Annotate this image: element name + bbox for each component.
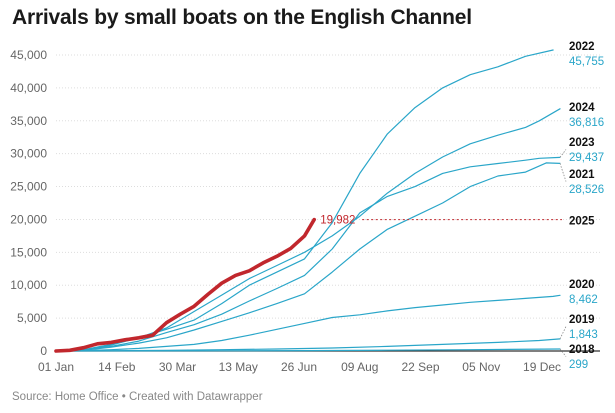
label-connector bbox=[559, 326, 567, 340]
series-final-value: 45,755 bbox=[569, 56, 604, 68]
series-year-label: 2024 bbox=[569, 102, 595, 114]
series-year-label: 2020 bbox=[569, 279, 595, 291]
x-tick-label: 30 Mar bbox=[159, 360, 196, 374]
y-tick-label: 40,000 bbox=[10, 81, 47, 95]
gridlines: 0 5,000 10,000 15,000 20,000 25,000 30,000 35,0… bbox=[10, 48, 600, 358]
y-tick-label: 0 bbox=[40, 344, 47, 358]
label-connector bbox=[559, 163, 567, 182]
x-tick-label: 22 Sep bbox=[402, 360, 440, 374]
x-tick-label: 19 Dec bbox=[523, 360, 561, 374]
y-tick-label: 20,000 bbox=[10, 212, 47, 226]
source-note: Source: Home Office • Created with Dataw… bbox=[12, 391, 263, 403]
series-lines bbox=[54, 49, 561, 353]
y-tick-label: 25,000 bbox=[10, 180, 47, 194]
y-tick-label: 35,000 bbox=[10, 114, 47, 128]
series-line-2021 bbox=[55, 162, 561, 352]
series-line-2025 bbox=[54, 217, 316, 353]
x-tick-label: 05 Nov bbox=[462, 360, 500, 374]
x-axis: 01 Jan 14 Feb 30 Mar 13 May 26 Jun 09 Aug 22 S… bbox=[38, 360, 561, 374]
series-final-value: 36,816 bbox=[569, 117, 604, 129]
series-line-2023 bbox=[55, 156, 561, 352]
y-tick-label: 30,000 bbox=[10, 147, 47, 161]
label-connector bbox=[559, 348, 567, 357]
series-year-label: 2019 bbox=[569, 314, 595, 326]
series-final-value: 1,843 bbox=[569, 329, 598, 341]
series-labels: 2018 299 2019 1,843 2020 8,462 2021 28,526 2022 4… bbox=[320, 41, 604, 371]
y-tick-label: 45,000 bbox=[10, 48, 47, 62]
series-final-value: 19,982 bbox=[320, 215, 355, 227]
series-year-label: 2025 bbox=[569, 216, 595, 228]
x-tick-label: 01 Jan bbox=[38, 360, 74, 374]
x-tick-label: 09 Aug bbox=[341, 360, 378, 374]
x-tick-label: 13 May bbox=[219, 360, 258, 374]
series-final-value: 28,526 bbox=[569, 184, 604, 196]
x-tick-label: 26 Jun bbox=[281, 360, 317, 374]
y-tick-label: 5,000 bbox=[17, 311, 47, 325]
y-tick-label: 10,000 bbox=[10, 278, 47, 292]
series-year-label: 2018 bbox=[569, 344, 595, 356]
series-final-value: 29,437 bbox=[569, 152, 604, 164]
series-line-2020 bbox=[55, 294, 561, 352]
x-tick-label: 14 Feb bbox=[98, 360, 136, 374]
series-year-label: 2023 bbox=[569, 137, 595, 149]
series-year-label: 2021 bbox=[569, 169, 595, 181]
series-final-value: 299 bbox=[569, 359, 588, 371]
chart-title: Arrivals by small boats on the English C… bbox=[12, 6, 472, 29]
series-year-label: 2022 bbox=[569, 41, 595, 53]
series-final-value: 8,462 bbox=[569, 294, 598, 306]
y-tick-label: 15,000 bbox=[10, 245, 47, 259]
series-line-2022 bbox=[55, 49, 554, 352]
series-line-2018 bbox=[55, 348, 561, 352]
